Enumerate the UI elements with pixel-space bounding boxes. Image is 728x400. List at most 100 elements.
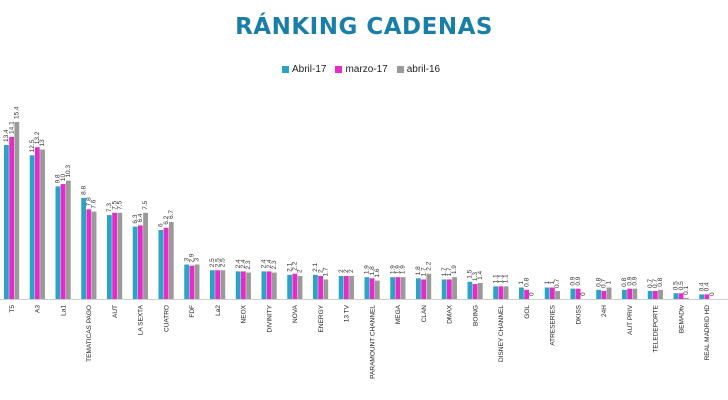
- category-label-divinity: DIVINITY: [266, 304, 273, 332]
- bar-clan-abril-17: [416, 278, 421, 299]
- category-label-energy: ENERGY: [318, 304, 325, 332]
- data-label-neox-abril-17: 2.4: [235, 259, 242, 268]
- bar-gol-abril-17: [519, 287, 524, 299]
- category-label-real-madrid-hd: REAL MADRID HD: [704, 305, 711, 361]
- category-label-dmax: DMAX: [447, 304, 454, 323]
- bar-la-sexta-abril-16: [143, 212, 148, 299]
- data-label-aut-priv-abril-16: 0.9: [632, 276, 639, 285]
- data-label-divinity-abril-16: 2.3: [271, 260, 278, 269]
- bar-dkiss-abril-17: [570, 288, 576, 299]
- data-label-a3-marzo-17: 13.2: [34, 131, 41, 144]
- bar-la1-abril-16: [65, 180, 71, 299]
- bar-aut-priv-marzo-17: [627, 288, 632, 299]
- data-label-cuatro-abril-16: 6.7: [168, 210, 175, 219]
- category-label-bemadtv: BEMADtv: [678, 304, 685, 333]
- bar-la-sexta-marzo-17: [137, 225, 143, 299]
- legend-label-marzo-17: marzo-17: [345, 64, 388, 75]
- data-label-la-sexta-marzo-17: 6.4: [137, 213, 144, 222]
- bar-tematicas-pago-marzo-17: [86, 209, 92, 299]
- data-label-24h-marzo-17: 0.7: [601, 279, 608, 288]
- data-label-dmax-abril-16: 1.9: [451, 265, 458, 274]
- bar-mega-abril-17: [390, 277, 396, 299]
- bar-dmax-abril-16: [452, 277, 457, 299]
- bar-boing-marzo-17: [472, 284, 478, 299]
- category-label-a3: A3: [35, 305, 42, 313]
- category-label-la2: La2: [215, 305, 222, 316]
- data-label-disney-channel-marzo-17: 1.1: [498, 274, 505, 283]
- bar-atreseries-abril-16: [555, 290, 560, 299]
- bar-t5-abril-17: [4, 144, 9, 299]
- bar-nova-abril-16: [297, 276, 303, 299]
- category-label-cuatro: CUATRO: [163, 305, 170, 332]
- data-label-aut-priv-abril-17: 0.8: [621, 277, 628, 286]
- bar-gol-marzo-17: [524, 289, 529, 299]
- data-label-aut-marzo-17: 7.5: [111, 200, 118, 209]
- data-label-boing-abril-16: 1.4: [477, 270, 484, 279]
- bar-la2-marzo-17: [215, 270, 220, 299]
- category-label-13-tv: 13 TV: [344, 304, 351, 322]
- bar-cuatro-marzo-17: [163, 227, 169, 299]
- data-label-la-sexta-abril-16: 7.5: [142, 200, 149, 209]
- legend-swatch-abril-17: [282, 66, 289, 73]
- data-label-cuatro-abril-17: 6: [158, 223, 165, 227]
- bar-divinity-abril-16: [271, 272, 277, 299]
- data-label-clan-marzo-17: 1.7: [420, 267, 427, 276]
- data-label-la2-abril-17: 2.5: [209, 258, 216, 267]
- bar-real-madrid-hd-abril-17: [699, 294, 705, 299]
- bar-disney-channel-abril-16: [503, 286, 509, 299]
- bar-disney-channel-marzo-17: [498, 286, 504, 299]
- data-label-aut-abril-16: 7.5: [117, 200, 124, 209]
- data-label-neox-abril-16: 2.3: [245, 260, 252, 269]
- bar-bemadtv-abril-17: [673, 293, 679, 299]
- data-label-t5-abril-16: 15.4: [14, 106, 21, 119]
- bar-aut-marzo-17: [112, 212, 117, 299]
- category-label-24h: 24H: [601, 305, 608, 317]
- bar-tematicas-pago-abril-16: [91, 211, 97, 299]
- category-label-mega: MEGA: [395, 304, 402, 324]
- data-label-dkiss-abril-16: 0: [580, 292, 587, 296]
- data-label-a3-abril-16: 13: [39, 139, 46, 147]
- data-label-real-madrid-hd-marzo-17: 0.4: [704, 282, 711, 291]
- bar-aut-priv-abril-16: [632, 288, 638, 299]
- data-label-neox-marzo-17: 2.4: [240, 259, 247, 268]
- data-label-24h-abril-17: 0.8: [595, 277, 602, 286]
- data-label-mega-abril-17: 1.9: [389, 265, 396, 274]
- bar-paramount-channel-marzo-17: [369, 278, 375, 299]
- category-label-paramount-channel: PARAMOUNT CHANNEL: [369, 305, 376, 379]
- data-label-bemadtv-abril-16: 0.1: [683, 285, 690, 294]
- data-label-la2-marzo-17: 2.5: [214, 258, 221, 267]
- data-label-fdf-marzo-17: 2.9: [189, 253, 196, 262]
- bar-bemadtv-marzo-17: [678, 293, 684, 299]
- data-label-teledeporte-abril-17: 0.7: [647, 279, 654, 288]
- category-label-dkiss: DKISS: [575, 304, 582, 324]
- data-label-energy-marzo-17: 2: [317, 269, 324, 273]
- category-label-boing: BOING: [472, 305, 479, 326]
- bar-a3-abril-16: [40, 149, 45, 299]
- bar-t5-abril-16: [14, 122, 20, 299]
- data-label-aut-abril-17: 7.3: [106, 203, 113, 212]
- chart-title: RÁNKING CADENAS: [235, 14, 493, 40]
- legend-item-marzo-17: marzo-17: [335, 64, 388, 75]
- data-label-dmax-abril-17: 1.7: [441, 267, 448, 276]
- data-label-energy-abril-16: 1.7: [323, 267, 330, 276]
- bar-24h-marzo-17: [601, 290, 607, 299]
- legend-label-abril-17: Abril-17: [292, 64, 327, 75]
- category-label-neox: NEOX: [241, 304, 248, 323]
- bar-24h-abril-17: [596, 289, 602, 299]
- bar-atreseries-abril-17: [544, 287, 550, 299]
- bar-neox-marzo-17: [240, 271, 246, 299]
- bar-a3-marzo-17: [34, 147, 40, 299]
- data-label-atreseries-marzo-17: 1: [549, 281, 556, 285]
- category-label-fdf: FDF: [189, 305, 196, 318]
- data-label-energy-abril-17: 2.1: [312, 262, 319, 271]
- bar-fdf-abril-16: [194, 264, 200, 299]
- category-label-nova: NOVA: [292, 304, 299, 323]
- bar-la1-abril-17: [55, 186, 61, 299]
- bar-nova-abril-17: [287, 274, 293, 299]
- bar-aut-abril-17: [107, 215, 112, 299]
- data-label-aut-priv-marzo-17: 0.9: [626, 276, 633, 285]
- data-label-t5-marzo-17: 14.1: [8, 121, 15, 134]
- legend-item-abril-17: Abril-17: [282, 64, 326, 75]
- legend-item-abril-16: abril-16: [396, 64, 440, 75]
- data-label-paramount-channel-abril-16: 1.6: [374, 268, 381, 277]
